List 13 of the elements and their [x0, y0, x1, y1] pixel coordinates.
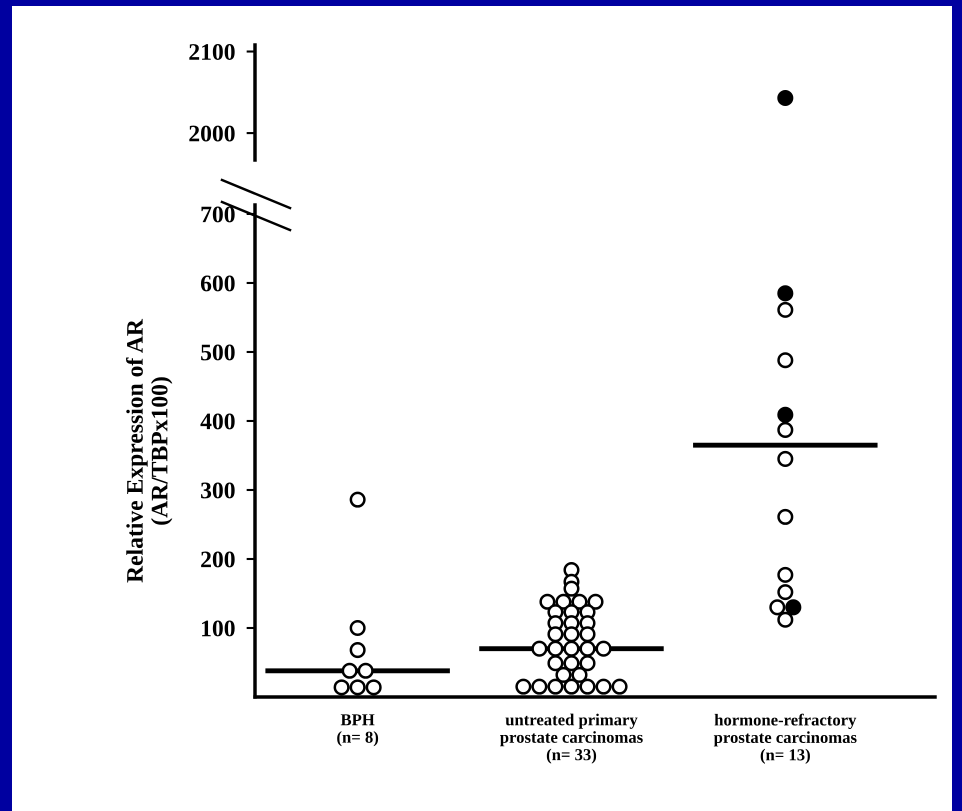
x-tick-label: hormone-refractory prostate carcinomas (n= 13)	[714, 714, 857, 764]
y-tick-label: 100	[202, 620, 235, 636]
y-tick-label: 400	[200, 413, 235, 430]
y-tick-label: 500	[201, 344, 235, 360]
y-tick-label: 300	[201, 482, 235, 498]
x-tick-label: untreated primary prostate carcinomas (n= 33)	[500, 714, 643, 764]
y-tick-label: 700	[201, 206, 235, 222]
y-tick-label: 2000	[189, 126, 235, 142]
y-tick-label: 600	[200, 275, 235, 292]
y-axis-title: Relative Expression of AR (AR/TBPx100)	[126, 318, 172, 583]
y-tick-label: 2100	[189, 44, 235, 60]
y-tick-label: 200	[201, 551, 235, 568]
x-tick-label: BPH (n= 8)	[337, 714, 378, 746]
